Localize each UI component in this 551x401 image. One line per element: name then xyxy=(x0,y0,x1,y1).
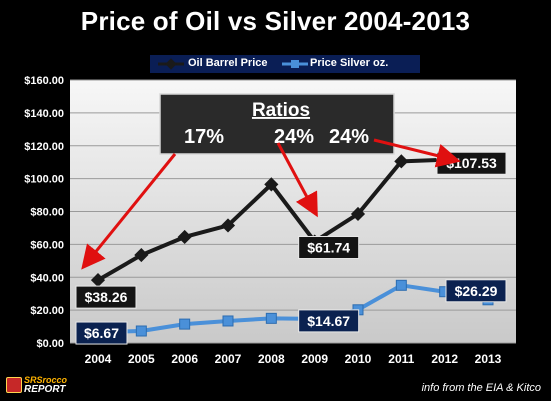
oil-point xyxy=(90,273,106,288)
logo-line2: REPORT xyxy=(24,384,66,395)
ratio-arrow xyxy=(373,138,461,168)
y-tick-label: $100.00 xyxy=(24,174,64,186)
x-tick-label: 2013 xyxy=(475,352,502,366)
data-label-box xyxy=(298,309,360,333)
x-tick-label: 2008 xyxy=(258,352,285,366)
legend-swatches xyxy=(158,58,308,70)
silver-point xyxy=(135,325,147,337)
logo-line1: SRSrocco xyxy=(24,375,68,385)
ratios-heading: Ratios xyxy=(252,100,310,121)
data-label: $26.29 xyxy=(455,283,498,299)
y-tick-label: $80.00 xyxy=(30,207,64,219)
legend-silver-label: Price Silver oz. xyxy=(310,57,389,69)
silver-point xyxy=(265,312,277,324)
data-label-box xyxy=(445,279,507,303)
chart-title: Price of Oil vs Silver 2004-2013 xyxy=(80,6,471,36)
ratio-value: 24% xyxy=(274,126,314,148)
silver-point xyxy=(395,279,407,291)
x-tick-label: 2010 xyxy=(345,352,372,366)
y-tick-label: $20.00 xyxy=(30,305,64,317)
x-tick-label: 2004 xyxy=(85,352,112,366)
y-tick-label: $160.00 xyxy=(24,75,64,87)
silver-point xyxy=(179,318,191,330)
oil-point xyxy=(134,247,149,263)
ratio-value: 17% xyxy=(184,126,224,148)
silver-series-line xyxy=(97,283,489,335)
data-label: $107.53 xyxy=(446,155,497,171)
x-tick-label: 2005 xyxy=(128,352,155,366)
ratio-arrow xyxy=(81,153,177,270)
y-tick-label: $120.00 xyxy=(24,141,64,153)
legend: Oil Barrel Price Price Silver oz. xyxy=(150,55,420,73)
x-tick-label: 2006 xyxy=(171,352,198,366)
data-label: $14.67 xyxy=(307,313,350,329)
y-tick-label: $40.00 xyxy=(30,272,64,284)
ratio-arrow xyxy=(276,142,318,218)
oil-point xyxy=(177,229,192,245)
oil-series-line xyxy=(96,157,489,282)
ratio-value: 24% xyxy=(329,126,369,148)
logo-mark xyxy=(6,377,22,393)
logo: SRSrocco REPORT xyxy=(6,375,70,397)
oil-point xyxy=(220,218,236,233)
oil-point xyxy=(350,206,366,222)
x-tick-label: 2009 xyxy=(301,352,328,366)
y-tick-label: $60.00 xyxy=(30,239,64,251)
x-tick-label: 2007 xyxy=(215,352,242,366)
data-label-box xyxy=(298,236,360,260)
x-tick-label: 2012 xyxy=(431,352,458,366)
y-tick-label: $0.00 xyxy=(36,338,64,350)
data-label-box xyxy=(75,285,137,309)
data-label: $38.26 xyxy=(85,289,128,305)
legend-oil-label: Oil Barrel Price xyxy=(188,57,268,69)
source-credit: info from the EIA & Kitco xyxy=(421,382,541,394)
data-label: $61.74 xyxy=(307,240,350,256)
y-tick-label: $140.00 xyxy=(24,108,64,120)
legend-silver-marker xyxy=(291,60,299,68)
data-label-box xyxy=(75,321,128,345)
silver-point xyxy=(222,315,234,327)
oil-point xyxy=(264,177,279,192)
oil-point xyxy=(394,154,409,169)
x-tick-label: 2011 xyxy=(388,352,414,366)
data-label: $6.67 xyxy=(84,325,119,341)
